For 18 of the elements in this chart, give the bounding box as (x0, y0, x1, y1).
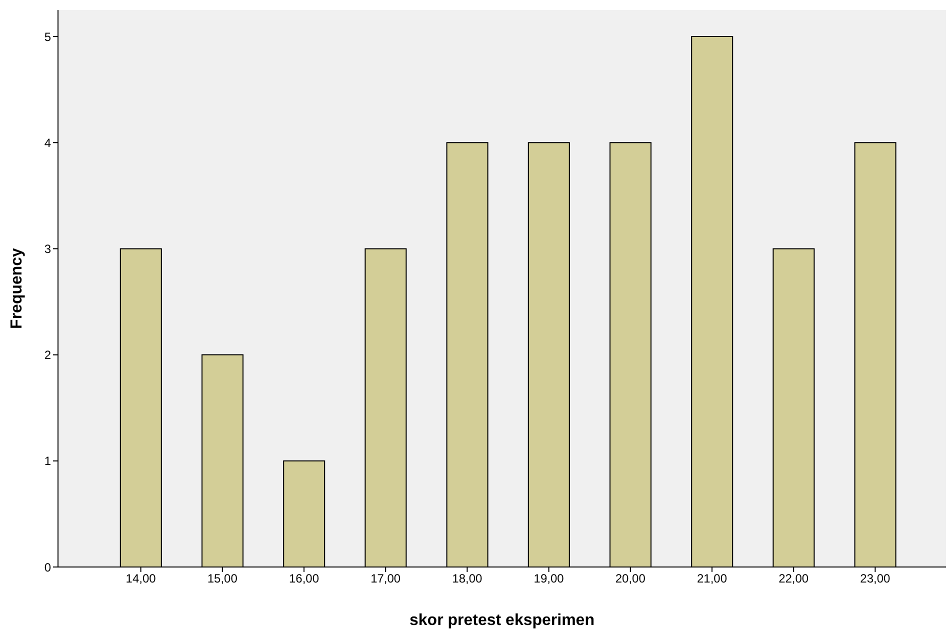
x-tick-label: 23,00 (860, 572, 891, 586)
x-tick-label: 16,00 (288, 572, 320, 586)
x-tick-label: 22,00 (778, 572, 809, 586)
y-tick-label: 3 (44, 242, 52, 256)
y-tick-label: 2 (44, 348, 52, 362)
x-tick-label: 14,00 (126, 572, 156, 586)
x-tick-label: 19,00 (534, 572, 564, 586)
y-tick-label: 4 (44, 136, 52, 150)
x-tick-label: 20,00 (615, 572, 646, 586)
x-tick-label: 18,00 (452, 572, 483, 586)
x-tick-label: 15,00 (207, 572, 238, 586)
x-tick-label: 21,00 (696, 572, 728, 586)
y-axis-title: Frequency (8, 248, 26, 329)
y-tick-label: 5 (44, 30, 52, 44)
x-tick-label: 17,00 (370, 572, 401, 586)
y-tick-label: 0 (44, 560, 52, 574)
y-tick-label: 1 (44, 454, 52, 468)
x-axis-title: skor pretest eksperimen (410, 612, 594, 629)
